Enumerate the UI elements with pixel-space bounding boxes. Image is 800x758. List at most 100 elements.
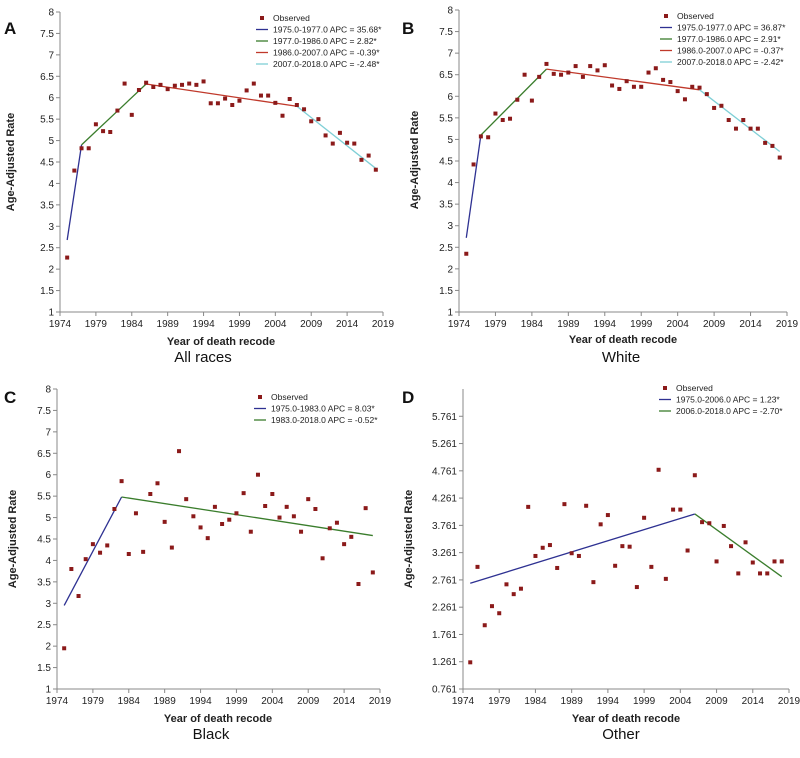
observed-point bbox=[306, 497, 311, 502]
trend-segment-1 bbox=[465, 135, 482, 238]
observed-point bbox=[733, 126, 738, 131]
observed-point bbox=[108, 130, 113, 134]
x-tick-label: 2014 bbox=[333, 696, 356, 707]
observed-point bbox=[98, 550, 103, 555]
legend-entry: 1975.0-1983.0 APC = 8.03* bbox=[271, 404, 375, 414]
legend-entry: 1986.0-2007.0 APC = -0.39* bbox=[273, 48, 380, 58]
y-tick-label: 8 bbox=[447, 6, 453, 17]
x-tick-label: 2014 bbox=[742, 696, 765, 707]
observed-point bbox=[646, 70, 651, 75]
x-tick-label: 1989 bbox=[154, 696, 177, 707]
observed-point bbox=[588, 64, 593, 69]
observed-point bbox=[500, 118, 505, 123]
observed-point bbox=[562, 502, 567, 507]
x-tick-label: 1999 bbox=[225, 696, 248, 707]
y-tick-label: 2.5 bbox=[439, 243, 453, 254]
y-tick-label: 5 bbox=[45, 513, 51, 524]
y-tick-label: 4 bbox=[447, 178, 453, 189]
x-tick-label: 1989 bbox=[557, 319, 580, 330]
x-axis-title: Year of death recode bbox=[569, 334, 677, 346]
observed-point bbox=[162, 519, 167, 524]
observed-point bbox=[526, 504, 531, 509]
y-tick-label: 6 bbox=[447, 92, 453, 103]
trend-segment-4 bbox=[296, 105, 377, 169]
observed-point bbox=[671, 507, 676, 512]
observed-point bbox=[255, 472, 260, 477]
observed-point bbox=[363, 506, 368, 511]
observed-point bbox=[489, 604, 494, 609]
y-tick-label: 3.5 bbox=[37, 577, 51, 588]
y-tick-label: 1.5 bbox=[40, 286, 54, 297]
observed-point bbox=[468, 660, 473, 665]
chart-panel-d: D 0.761 1.261 1.761 2.261 2.761 3.261 3.761 4.26… bbox=[402, 383, 800, 743]
observed-point bbox=[748, 126, 753, 131]
observed-point bbox=[287, 97, 292, 101]
x-tick-label: 2019 bbox=[369, 696, 392, 707]
observed-point bbox=[309, 119, 314, 124]
y-tick-label: 1 bbox=[45, 685, 51, 696]
observed-point bbox=[714, 559, 719, 564]
x-tick-label: 1984 bbox=[118, 696, 141, 707]
observed-point bbox=[663, 576, 668, 581]
observed-point bbox=[642, 515, 647, 520]
x-tick-label: 2009 bbox=[705, 696, 728, 707]
observed-point bbox=[79, 146, 84, 151]
observed-point bbox=[755, 126, 760, 131]
y-tick-label: 3.261 bbox=[432, 548, 457, 559]
y-tick-label: 6.5 bbox=[439, 70, 453, 81]
observed-point bbox=[187, 81, 192, 86]
y-tick-label: 3.5 bbox=[439, 200, 453, 211]
legend-marker-observed bbox=[664, 14, 668, 18]
observed-point bbox=[93, 122, 98, 127]
x-tick-label: 1999 bbox=[633, 696, 656, 707]
observed-point bbox=[580, 74, 585, 79]
observed-point bbox=[198, 525, 203, 530]
observed-point bbox=[675, 89, 680, 94]
observed-point bbox=[126, 552, 131, 556]
observed-point bbox=[158, 82, 163, 87]
x-tick-label: 1984 bbox=[524, 696, 547, 707]
y-tick-label: 7.5 bbox=[37, 406, 51, 417]
observed-point bbox=[707, 521, 712, 526]
observed-point bbox=[172, 83, 177, 88]
observed-point bbox=[180, 82, 185, 87]
trend-segment-3 bbox=[546, 68, 700, 91]
x-tick-label: 2014 bbox=[739, 319, 762, 330]
observed-point bbox=[230, 103, 235, 107]
y-tick-label: 6.5 bbox=[40, 72, 54, 83]
observed-point bbox=[284, 504, 289, 509]
chart-panel-c: C 1 1.5 2 2.5 3 3.5 4 4.5 5 5.5 6 6.5 7 7.5 8 1974 1979 19… bbox=[4, 385, 392, 744]
observed-point bbox=[119, 479, 124, 484]
observed-point bbox=[212, 504, 217, 509]
group-label: White bbox=[602, 349, 640, 366]
observed-point bbox=[627, 544, 632, 549]
observed-point bbox=[90, 542, 95, 547]
observed-point bbox=[136, 88, 141, 92]
observed-point bbox=[349, 534, 354, 539]
y-tick-label: 1.261 bbox=[432, 657, 457, 668]
x-tick-label: 2014 bbox=[336, 319, 359, 330]
observed-point bbox=[555, 565, 560, 570]
observed-point bbox=[320, 556, 325, 561]
y-tick-label: 5.5 bbox=[439, 113, 453, 124]
observed-point bbox=[223, 96, 228, 101]
observed-point bbox=[617, 86, 622, 91]
y-tick-label: 7 bbox=[447, 49, 453, 60]
observed-point bbox=[700, 520, 705, 525]
legend-entry: 1983.0-2018.0 APC = -0.52* bbox=[271, 415, 378, 425]
observed-point bbox=[726, 118, 731, 123]
y-axis-title: Age-Adjusted Rate bbox=[409, 111, 421, 209]
observed-point bbox=[602, 63, 607, 68]
observed-point bbox=[610, 83, 615, 88]
y-axis-title: Age-Adjusted Rate bbox=[7, 490, 19, 588]
observed-point bbox=[129, 112, 134, 117]
observed-point bbox=[631, 84, 636, 89]
x-tick-label: 1994 bbox=[594, 319, 617, 330]
observed-point bbox=[273, 100, 278, 105]
legend-entry: 1975.0-1977.0 APC = 36.87* bbox=[677, 23, 786, 33]
observed-point bbox=[342, 542, 347, 547]
observed-point bbox=[591, 580, 596, 585]
observed-point bbox=[770, 143, 775, 148]
y-tick-label: 1 bbox=[48, 308, 54, 319]
observed-point bbox=[277, 515, 282, 520]
